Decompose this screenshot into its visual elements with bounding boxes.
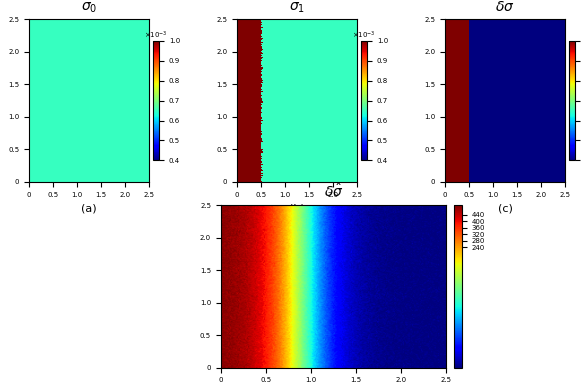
X-axis label: (c): (c): [498, 203, 512, 213]
X-axis label: (b): (b): [289, 203, 305, 213]
Title: $\delta\hat{\sigma}$: $\delta\hat{\sigma}$: [324, 183, 343, 200]
Title: $\sigma_1$: $\sigma_1$: [289, 1, 305, 15]
Title: $\sigma_0$: $\sigma_0$: [81, 1, 97, 15]
Title: $\times10^{-3}$: $\times10^{-3}$: [352, 29, 376, 41]
Title: $\delta\sigma$: $\delta\sigma$: [496, 0, 515, 14]
X-axis label: (a): (a): [81, 203, 97, 213]
Title: $\times10^{-3}$: $\times10^{-3}$: [144, 29, 168, 41]
